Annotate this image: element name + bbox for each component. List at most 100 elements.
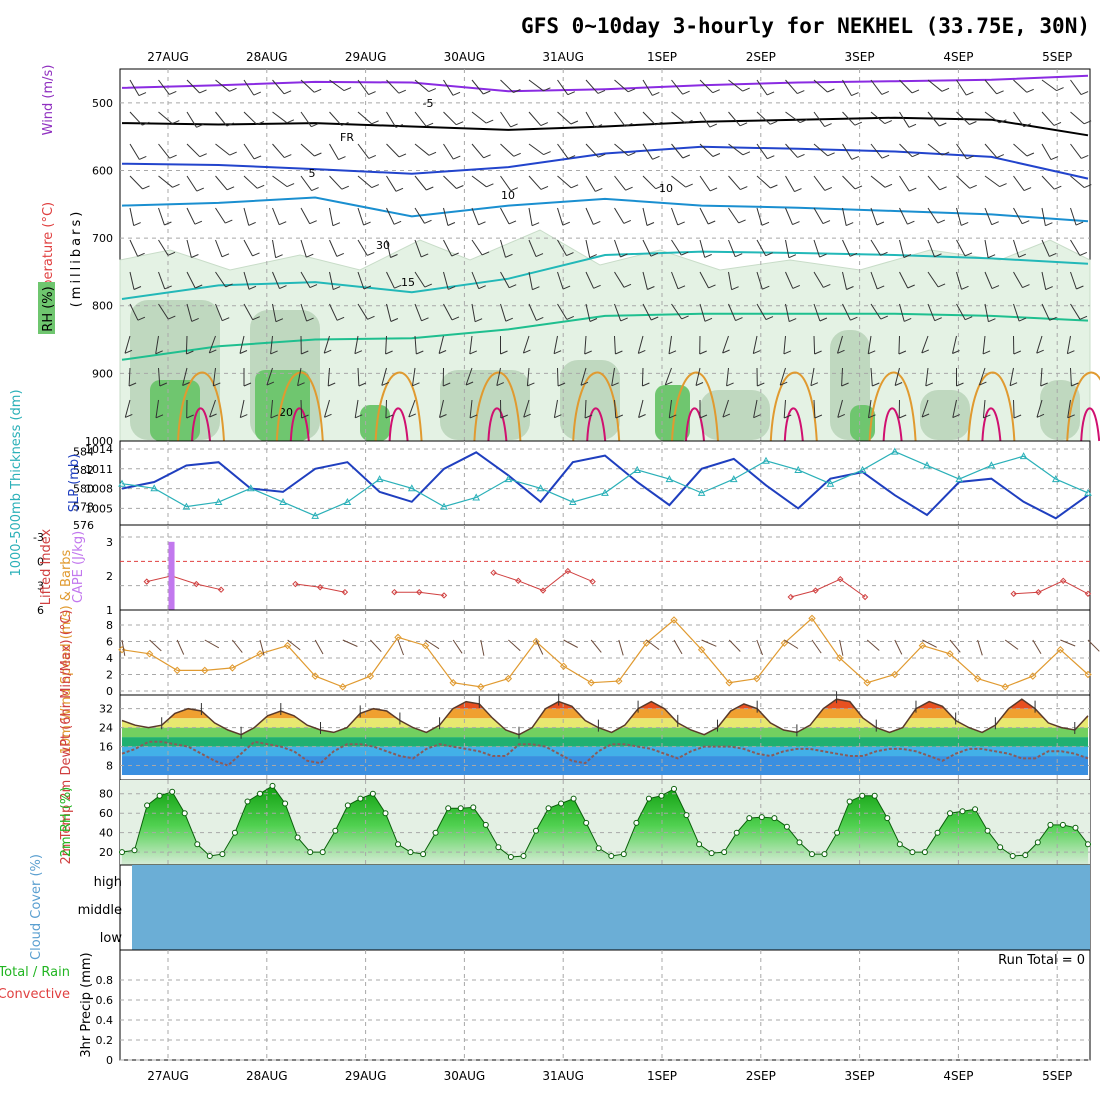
wind-barb xyxy=(186,111,197,128)
wind-barb xyxy=(412,367,416,386)
wind-barb xyxy=(956,207,962,226)
rh2m-point xyxy=(1009,853,1016,859)
wind-barb-flag xyxy=(338,156,346,161)
wind-barb xyxy=(553,335,558,354)
wind10m-barb xyxy=(452,639,463,654)
wind-barb xyxy=(927,271,939,288)
wind10m-barb xyxy=(259,639,265,656)
wind-barb-flag xyxy=(229,87,237,92)
wind-barb xyxy=(642,79,653,96)
wind10m-point xyxy=(394,633,402,642)
wind-barb xyxy=(870,367,873,387)
wind-barb xyxy=(668,399,672,418)
warm-contour xyxy=(769,371,818,442)
date-tick-bottom: 3SEP xyxy=(845,1069,875,1083)
thickness-point xyxy=(1051,475,1060,483)
wind-barb-flag xyxy=(1071,382,1079,387)
wind-barb-flag xyxy=(589,254,597,259)
wind-barb xyxy=(728,79,744,92)
wind-barb-flag xyxy=(699,350,707,355)
wind-barb xyxy=(243,143,255,160)
wind-barb xyxy=(158,207,165,226)
wind-barb-flag xyxy=(469,350,477,355)
lifted-index-line xyxy=(493,570,593,592)
wind-barb-flag xyxy=(780,381,788,386)
wind-barb-flag xyxy=(765,252,773,257)
wind-barb-flag xyxy=(827,152,835,157)
wind-barb-flag xyxy=(854,185,863,190)
wind-barb-flag xyxy=(987,254,996,259)
wind-barb-flag xyxy=(540,185,549,190)
wind-barb-flag xyxy=(939,186,947,191)
wind-barb xyxy=(584,335,587,355)
wind-barb xyxy=(557,143,569,159)
wind10m-point xyxy=(477,683,485,691)
wind-barb-flag xyxy=(770,120,778,125)
wind-barb xyxy=(1013,175,1025,191)
rh2m-point xyxy=(809,851,815,858)
wind-barb xyxy=(699,239,706,258)
wind-barb-flag xyxy=(451,252,459,257)
wind-barb-flag xyxy=(221,253,230,258)
wind10m-barb xyxy=(756,639,763,656)
wind-barb xyxy=(414,175,427,191)
wind-barb xyxy=(158,143,170,159)
wind-barb-flag xyxy=(991,285,1000,290)
wind-barb-flag xyxy=(704,317,713,322)
wind-barb-flag xyxy=(297,382,305,387)
wind-barb-flag xyxy=(792,221,800,226)
wind-barb xyxy=(756,79,768,96)
wind-barb-flag xyxy=(367,315,375,320)
thickness-point xyxy=(697,488,706,496)
wind-barb xyxy=(728,239,736,257)
wind-barb xyxy=(927,207,939,224)
y-tick-label: 1 xyxy=(106,604,113,617)
wind-barb xyxy=(357,143,370,159)
wind-barb-flag xyxy=(523,349,531,354)
wind-barb-flag xyxy=(279,285,287,290)
wind-barb-flag xyxy=(921,349,929,354)
wind-barb-flag xyxy=(854,121,862,126)
wind-barb-flag xyxy=(248,221,256,226)
wind-barb xyxy=(212,367,216,386)
wind-barb-flag xyxy=(907,284,915,289)
wind-barb-flag xyxy=(252,316,260,321)
rh2m-point xyxy=(269,782,276,789)
thickness-point xyxy=(955,475,964,483)
thickness-point xyxy=(858,465,867,473)
wind-barb xyxy=(894,367,900,386)
wind-barb xyxy=(899,111,910,128)
y-tick-label: 1011 xyxy=(85,463,113,476)
wind-barb xyxy=(215,143,231,156)
wind-barb xyxy=(528,239,537,257)
wind-barb xyxy=(870,271,878,290)
wind-barb xyxy=(557,207,564,226)
wind-barb-flag xyxy=(1083,120,1092,125)
thickness-point xyxy=(826,479,835,487)
wind-barb-flag xyxy=(155,350,163,355)
wind-barb-flag xyxy=(739,122,748,127)
rh2m-point xyxy=(658,792,665,799)
wind10m-barb xyxy=(922,639,937,648)
wind-barb xyxy=(1040,367,1043,387)
wind-barb-flag xyxy=(761,221,770,226)
wind-barb xyxy=(756,111,771,125)
wind-barb xyxy=(329,111,342,126)
wind-barb xyxy=(642,175,657,190)
rh2m-point xyxy=(206,853,213,859)
wind10m-point xyxy=(918,641,927,650)
wind-barb-flag xyxy=(256,121,265,125)
wind-barb xyxy=(984,79,997,95)
wind-barb-flag xyxy=(699,414,708,419)
wind-barb-flag xyxy=(620,253,628,258)
isotherm-line xyxy=(121,196,1089,223)
wind-barb xyxy=(414,335,417,355)
wind-barb-flag xyxy=(222,317,230,322)
wind-barb-flag xyxy=(642,382,650,387)
wind-barb xyxy=(1041,303,1051,321)
wind-barb xyxy=(642,271,648,290)
rh2m-point xyxy=(696,841,703,848)
wind-barb xyxy=(1013,239,1020,258)
wind10m-point xyxy=(366,672,375,680)
temperature2m-label: 2m Temp 2m DewPt (6hr Min/Max) (°C) xyxy=(59,610,74,865)
